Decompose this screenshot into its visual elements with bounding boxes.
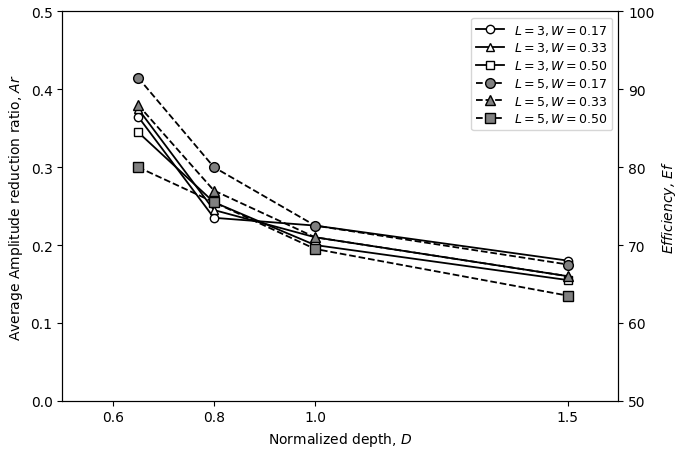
Y-axis label: Average Amplitude reduction ratio, $Ar$: Average Amplitude reduction ratio, $Ar$ [7,74,25,340]
Y-axis label: Efficiency, $Ef$: Efficiency, $Ef$ [660,160,678,253]
X-axis label: Normalized depth, $D$: Normalized depth, $D$ [268,430,412,448]
Legend: $L=3,W=0.17$, $L=3,W=0.33$, $L=3,W=0.50$, $L=5,W=0.17$, $L=5,W=0.33$, $L=5,W=0.5: $L=3,W=0.17$, $L=3,W=0.33$, $L=3,W=0.50$… [471,19,612,131]
